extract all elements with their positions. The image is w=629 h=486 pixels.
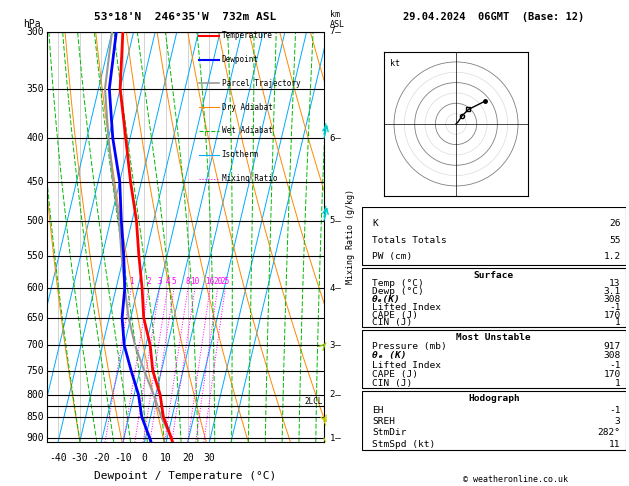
Text: 25: 25 (221, 277, 230, 286)
Text: 29.04.2024  06GMT  (Base: 12): 29.04.2024 06GMT (Base: 12) (403, 12, 584, 22)
Text: Mixing Ratio (g/kg): Mixing Ratio (g/kg) (346, 190, 355, 284)
Text: Dewpoint / Temperature (°C): Dewpoint / Temperature (°C) (94, 471, 277, 482)
Text: 2LCL: 2LCL (304, 397, 323, 406)
Text: 450: 450 (26, 176, 44, 187)
Text: -40: -40 (49, 452, 67, 463)
Text: Pressure (mb): Pressure (mb) (372, 342, 447, 351)
Text: StmDir: StmDir (372, 428, 407, 437)
Text: 6: 6 (330, 134, 335, 142)
Text: 4: 4 (330, 284, 335, 293)
Text: 3.1: 3.1 (603, 287, 621, 296)
Text: 1.2: 1.2 (603, 252, 621, 261)
Text: Isotherm: Isotherm (221, 150, 259, 159)
Text: -1: -1 (609, 361, 621, 370)
Text: Most Unstable: Most Unstable (457, 333, 531, 342)
Text: Surface: Surface (474, 271, 514, 280)
Text: Hodograph: Hodograph (468, 394, 520, 403)
Text: 10: 10 (191, 277, 199, 286)
Text: Dry Adiabat: Dry Adiabat (221, 103, 272, 112)
Text: Lifted Index: Lifted Index (372, 303, 441, 312)
Text: 700: 700 (26, 340, 44, 350)
Text: Parcel Trajectory: Parcel Trajectory (221, 79, 300, 88)
Text: 300: 300 (26, 27, 44, 36)
Text: 750: 750 (26, 365, 44, 376)
Text: CAPE (J): CAPE (J) (372, 311, 418, 320)
Text: kt: kt (390, 59, 400, 68)
Text: 4: 4 (165, 277, 170, 286)
Text: 2: 2 (330, 390, 335, 399)
Text: 900: 900 (26, 433, 44, 443)
Text: 1: 1 (330, 434, 335, 443)
Text: 917: 917 (603, 342, 621, 351)
Text: 308: 308 (603, 295, 621, 304)
Text: 308: 308 (603, 351, 621, 361)
Text: 1: 1 (615, 379, 621, 388)
Text: 20: 20 (213, 277, 222, 286)
Text: -30: -30 (71, 452, 89, 463)
Text: 13: 13 (609, 279, 621, 288)
Text: 600: 600 (26, 283, 44, 293)
Text: -10: -10 (114, 452, 131, 463)
Text: 170: 170 (603, 370, 621, 379)
Text: 10: 10 (160, 452, 172, 463)
Text: 7: 7 (330, 27, 335, 36)
Text: θₑ(K): θₑ(K) (372, 295, 401, 304)
Text: StmSpd (kt): StmSpd (kt) (372, 440, 435, 449)
Text: 282°: 282° (598, 428, 621, 437)
Text: 55: 55 (609, 236, 621, 244)
Text: 400: 400 (26, 133, 44, 143)
Text: 170: 170 (603, 311, 621, 320)
Text: Wet Adiabat: Wet Adiabat (221, 126, 272, 136)
Text: Dewpoint: Dewpoint (221, 55, 259, 64)
Text: CIN (J): CIN (J) (372, 379, 413, 388)
Text: EH: EH (372, 406, 384, 415)
Text: © weatheronline.co.uk: © weatheronline.co.uk (464, 474, 568, 484)
Text: -1: -1 (609, 406, 621, 415)
Text: 1: 1 (129, 277, 133, 286)
Text: 3: 3 (330, 341, 335, 349)
Text: SREH: SREH (372, 417, 395, 426)
Text: -1: -1 (609, 303, 621, 312)
Text: 26: 26 (609, 219, 621, 228)
Text: 8: 8 (186, 277, 191, 286)
Text: 800: 800 (26, 390, 44, 399)
Text: Dewp (°C): Dewp (°C) (372, 287, 424, 296)
Text: 5: 5 (330, 216, 335, 225)
Text: Totals Totals: Totals Totals (372, 236, 447, 244)
Text: 53°18'N  246°35'W  732m ASL: 53°18'N 246°35'W 732m ASL (94, 12, 277, 22)
Text: 0: 0 (142, 452, 147, 463)
Text: PW (cm): PW (cm) (372, 252, 413, 261)
Text: 20: 20 (182, 452, 194, 463)
Text: hPa: hPa (23, 19, 41, 29)
Text: 1: 1 (615, 318, 621, 328)
Text: 16: 16 (206, 277, 214, 286)
Text: K: K (372, 219, 378, 228)
Text: -20: -20 (92, 452, 110, 463)
Text: 5: 5 (172, 277, 176, 286)
Text: Temperature: Temperature (221, 31, 272, 40)
Text: km
ASL: km ASL (330, 10, 345, 29)
Text: 2: 2 (147, 277, 151, 286)
Text: 3: 3 (157, 277, 162, 286)
Text: Temp (°C): Temp (°C) (372, 279, 424, 288)
Text: CAPE (J): CAPE (J) (372, 370, 418, 379)
Text: CIN (J): CIN (J) (372, 318, 413, 328)
Text: 11: 11 (609, 440, 621, 449)
Text: Mixing Ratio: Mixing Ratio (221, 174, 277, 183)
Text: 850: 850 (26, 412, 44, 422)
Text: θₑ (K): θₑ (K) (372, 351, 407, 361)
Text: Lifted Index: Lifted Index (372, 361, 441, 370)
Text: 350: 350 (26, 84, 44, 94)
Text: 650: 650 (26, 312, 44, 323)
Text: 500: 500 (26, 216, 44, 226)
Text: 550: 550 (26, 251, 44, 261)
Text: 30: 30 (203, 452, 215, 463)
Text: 3: 3 (615, 417, 621, 426)
